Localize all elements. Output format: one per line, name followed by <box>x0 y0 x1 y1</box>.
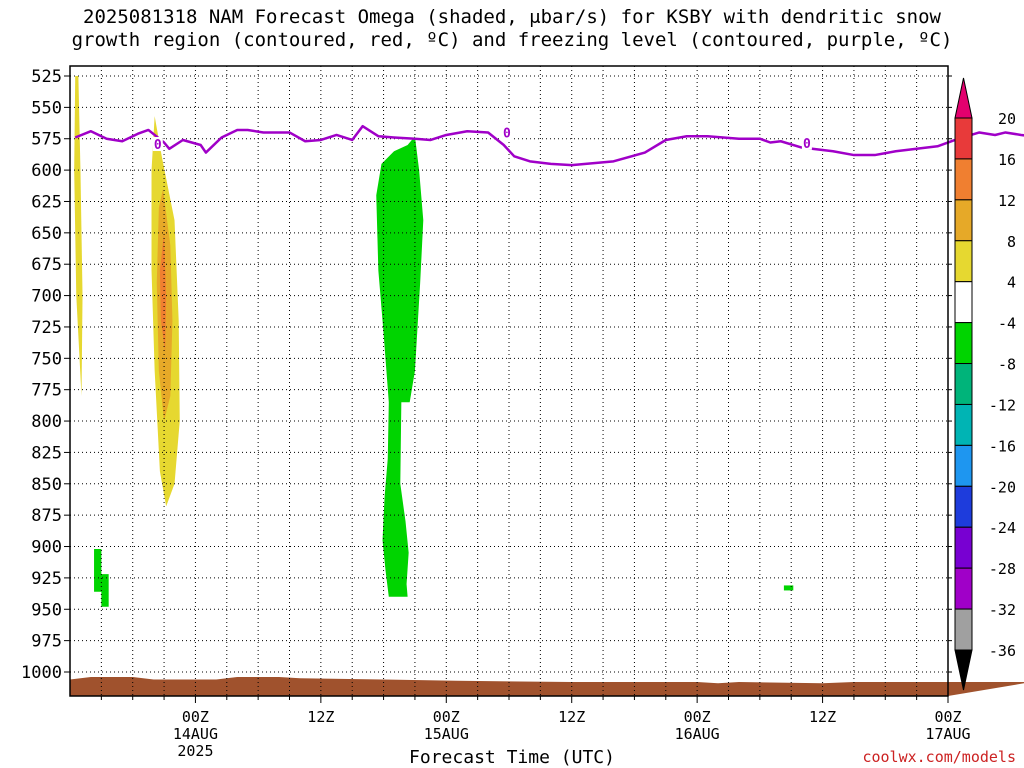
colorbar-label: 4 <box>1007 274 1016 292</box>
colorbar-swatch <box>954 281 973 324</box>
colorbar-label: -4 <box>998 315 1016 333</box>
colorbar-swatch <box>954 117 973 160</box>
colorbar-label: -16 <box>989 437 1016 455</box>
colorbar-swatch <box>954 363 973 405</box>
colorbar-bottom-arrow <box>954 649 973 691</box>
colorbar-label: -24 <box>989 519 1016 537</box>
omega-shade-4 <box>376 136 424 597</box>
x-axis-label: Forecast Time (UTC) <box>409 747 615 768</box>
colorbar-top-arrow <box>954 77 973 119</box>
plot-frame <box>69 65 949 697</box>
y-tick-label: 975 <box>31 632 62 652</box>
colorbar-swatch <box>954 444 973 487</box>
x-tick-date: 14AUG <box>173 725 218 743</box>
y-tick-label: 675 <box>31 255 62 275</box>
freezing-level-label: 0 <box>154 138 162 153</box>
colorbar-swatch <box>954 158 973 201</box>
y-tick-label: 775 <box>31 381 62 401</box>
colorbar-swatch <box>954 199 973 242</box>
x-tick-date: 15AUG <box>424 725 469 743</box>
freezing-label-bg-2 <box>801 135 812 150</box>
colorbar-label: -36 <box>989 642 1016 660</box>
x-tick-year: 2025 <box>177 742 213 760</box>
colorbar-label: -28 <box>989 560 1016 578</box>
chart-title: 2025081318 NAM Forecast Omega (shaded, μ… <box>0 6 1024 52</box>
freezing-level-line <box>74 124 1024 167</box>
y-tick-label: 550 <box>31 98 62 118</box>
y-tick-label: 925 <box>31 569 62 589</box>
y-tick-label: 1000 <box>21 663 62 683</box>
colorbar-label: 8 <box>1007 233 1016 251</box>
colorbar-swatch <box>954 240 973 283</box>
y-tick-label: 525 <box>31 67 62 87</box>
colorbar-swatch <box>954 567 973 610</box>
y-tick-label: 900 <box>31 538 62 558</box>
x-tick-date: 16AUG <box>675 725 720 743</box>
colorbar-swatch <box>954 485 973 528</box>
y-tick-label: 950 <box>31 600 62 620</box>
colorbar-swatch <box>954 403 973 446</box>
omega-shade-0 <box>74 76 83 396</box>
x-tick-date: 17AUG <box>925 725 970 743</box>
freezing-label-bg-0 <box>152 137 163 152</box>
credit-text: coolwx.com/models <box>862 748 1016 766</box>
colorbar-label: 12 <box>998 192 1016 210</box>
x-tick-label: 00Z <box>684 708 711 726</box>
colorbar-label: -32 <box>989 601 1016 619</box>
omega-shade-6 <box>783 585 794 591</box>
x-tick-label: 00Z <box>934 708 961 726</box>
colorbar-label: -8 <box>998 356 1016 374</box>
x-tick-label: 00Z <box>433 708 460 726</box>
colorbar-label: -20 <box>989 478 1016 496</box>
colorbar-swatch <box>954 322 973 365</box>
colorbar-label: -12 <box>989 396 1016 414</box>
x-tick-label: 12Z <box>558 708 585 726</box>
colorbar-swatch <box>954 608 973 651</box>
colorbar-label: 20 <box>998 110 1016 128</box>
y-tick-label: 575 <box>31 130 62 150</box>
omega-shade-3 <box>159 232 167 353</box>
chart-title-line-2: growth region (contoured, red, ºC) and f… <box>71 29 953 51</box>
y-tick-label: 875 <box>31 506 62 526</box>
colorbar: 20 16 12 8 4 -4 -8 -12 -16 -20 -24 -28 -32 -36 <box>954 77 1016 691</box>
x-tick-label: 00Z <box>182 708 209 726</box>
y-tick-label: 700 <box>31 287 62 307</box>
freezing-label-bg-1 <box>501 125 512 140</box>
colorbar-swatch <box>954 526 973 569</box>
y-tick-label: 825 <box>31 443 62 463</box>
x-tick-label: 12Z <box>307 708 334 726</box>
y-tick-label: 850 <box>31 475 62 495</box>
x-tick-label: 12Z <box>809 708 836 726</box>
freezing-level-label: 0 <box>503 127 511 142</box>
y-tick-label: 650 <box>31 224 62 244</box>
y-tick-label: 750 <box>31 349 62 369</box>
y-tick-label: 600 <box>31 161 62 181</box>
chart-title-line-1: 2025081318 NAM Forecast Omega (shaded, μ… <box>83 6 941 28</box>
freezing-level-label: 0 <box>803 137 811 152</box>
y-tick-label: 725 <box>31 318 62 338</box>
y-tick-label: 800 <box>31 412 62 432</box>
terrain-fill <box>70 677 1024 696</box>
omega-shade-5 <box>94 549 109 607</box>
plot-area: 0 0 0 525 550 575 600 625 650 675 700 725 750 775 800 8… <box>21 65 1024 760</box>
y-tick-label: 625 <box>31 192 62 212</box>
colorbar-label: 16 <box>998 151 1016 169</box>
